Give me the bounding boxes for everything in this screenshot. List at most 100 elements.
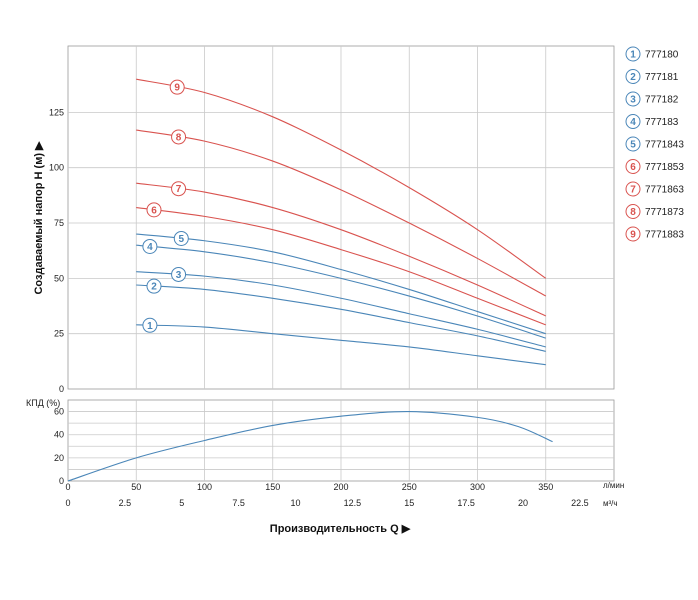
curve-marker-circle bbox=[169, 79, 185, 95]
head-curve-9 bbox=[136, 78, 547, 279]
flow-m3h-tick-label: 5 bbox=[179, 498, 184, 508]
head-curve-markers: 1 2 3 4 5 6 7 8 9 bbox=[142, 79, 189, 333]
head-curve-8 bbox=[136, 129, 547, 297]
legend-item: 9 7771883 bbox=[625, 226, 684, 242]
legend-label: 7771883 bbox=[645, 230, 684, 241]
flow-lmin-tick-label: 100 bbox=[197, 482, 212, 492]
legend-label: 777180 bbox=[645, 50, 679, 61]
legend-label: 7771863 bbox=[645, 185, 684, 196]
flow-lmin-tick-label: 300 bbox=[470, 482, 485, 492]
curve-marker-1: 1 bbox=[142, 317, 158, 333]
legend-item: 2 777181 bbox=[625, 69, 679, 84]
curve-marker-2: 2 bbox=[146, 278, 162, 294]
legend-marker-circle bbox=[625, 159, 641, 174]
flow-m3h-tick-label: 0 bbox=[65, 498, 70, 508]
legend-marker-circle bbox=[625, 114, 641, 129]
efficiency-y-tick-label: 0 bbox=[59, 476, 64, 486]
efficiency-chart-grid bbox=[67, 399, 615, 482]
flow-m3h-tick-label: 20 bbox=[518, 498, 528, 508]
head-curve-2 bbox=[136, 284, 546, 352]
curve-marker-number: 3 bbox=[176, 270, 182, 281]
flow-m3h-tick-label: 22.5 bbox=[571, 498, 589, 508]
curve-marker-circle bbox=[146, 278, 162, 294]
curve-marker-number: 5 bbox=[179, 234, 185, 245]
legend-label: 7771843 bbox=[645, 140, 684, 151]
legend-marker-circle bbox=[625, 136, 641, 152]
curve-marker-number: 1 bbox=[147, 321, 153, 332]
curve-marker-number: 8 bbox=[176, 132, 182, 143]
legend-marker-number: 1 bbox=[630, 50, 636, 61]
flow-lmin-tick-label: 150 bbox=[265, 482, 280, 492]
curve-marker-circle bbox=[171, 181, 187, 197]
curve-marker-circle bbox=[171, 266, 187, 282]
flow-lmin-tick-label: 200 bbox=[333, 482, 348, 492]
legend-label: 777183 bbox=[645, 117, 679, 128]
flow-lmin-ticks: 0 50 100 150 200 250 300 350 bbox=[65, 482, 553, 492]
legend-item: 3 777182 bbox=[625, 91, 679, 107]
legend-marker-circle bbox=[625, 46, 641, 62]
flow-x-axis-label: Производительность Q ▶ bbox=[270, 523, 411, 535]
legend-marker-number: 7 bbox=[630, 185, 636, 196]
flow-m3h-ticks: 0 2.5 5 7.5 10 12.5 15 17.5 20 22.5 bbox=[65, 498, 588, 508]
curve-marker-4: 4 bbox=[142, 238, 158, 254]
flow-lmin-tick-label: 350 bbox=[538, 482, 553, 492]
head-curves bbox=[136, 78, 547, 366]
efficiency-y-ticks: 0 20 40 60 bbox=[54, 407, 64, 486]
legend-marker-number: 9 bbox=[630, 230, 636, 241]
legend-marker-circle bbox=[625, 91, 641, 107]
efficiency-curve bbox=[67, 411, 553, 482]
flow-m3h-tick-label: 15 bbox=[404, 498, 414, 508]
legend-marker-number: 5 bbox=[630, 140, 636, 151]
head-y-tick-label: 0 bbox=[59, 384, 64, 394]
efficiency-curve-line bbox=[67, 411, 553, 482]
legend-item: 7 7771863 bbox=[625, 181, 684, 197]
flow-m3h-unit: м³/ч bbox=[603, 499, 618, 508]
head-y-tick-label: 75 bbox=[54, 218, 64, 228]
flow-m3h-tick-label: 17.5 bbox=[457, 498, 475, 508]
curve-marker-number: 2 bbox=[151, 282, 157, 293]
curve-marker-7: 7 bbox=[171, 181, 187, 197]
curve-marker-circle bbox=[173, 230, 189, 246]
legend-marker-circle bbox=[625, 226, 641, 242]
head-curve-5 bbox=[136, 233, 546, 335]
curve-marker-number: 6 bbox=[151, 205, 157, 216]
efficiency-y-tick-label: 40 bbox=[54, 430, 64, 440]
flow-lmin-tick-label: 250 bbox=[402, 482, 417, 492]
curve-marker-9: 9 bbox=[169, 79, 185, 95]
curve-marker-circle bbox=[146, 202, 162, 218]
legend-item: 6 7771853 bbox=[625, 159, 684, 174]
legend-item: 5 7771843 bbox=[625, 136, 684, 152]
legend-marker-circle bbox=[625, 69, 641, 84]
efficiency-y-axis-label: КПД (%) bbox=[26, 398, 60, 408]
legend-marker-circle bbox=[625, 181, 641, 197]
legend-label: 777181 bbox=[645, 72, 679, 83]
flow-lmin-unit: л/мин bbox=[603, 481, 624, 490]
legend-marker-number: 8 bbox=[630, 207, 636, 218]
curve-marker-circle bbox=[142, 317, 158, 333]
legend-item: 1 777180 bbox=[625, 46, 679, 62]
curve-marker-6: 6 bbox=[146, 202, 162, 218]
curve-marker-8: 8 bbox=[171, 129, 187, 145]
curve-marker-number: 9 bbox=[174, 83, 180, 94]
legend-label: 7771873 bbox=[645, 207, 684, 218]
efficiency-y-tick-label: 60 bbox=[54, 407, 64, 417]
head-y-tick-label: 125 bbox=[49, 107, 64, 117]
legend-marker-number: 6 bbox=[630, 162, 636, 173]
curve-marker-3: 3 bbox=[171, 266, 187, 282]
flow-m3h-tick-label: 7.5 bbox=[232, 498, 245, 508]
flow-lmin-tick-label: 50 bbox=[131, 482, 141, 492]
efficiency-y-tick-label: 20 bbox=[54, 453, 64, 463]
head-curve-1 bbox=[136, 324, 546, 366]
head-curve-4 bbox=[136, 244, 546, 339]
head-chart-grid bbox=[67, 45, 615, 390]
head-y-tick-label: 25 bbox=[54, 329, 64, 339]
legend-label: 777182 bbox=[645, 95, 679, 106]
curve-marker-number: 7 bbox=[176, 184, 182, 195]
legend-item: 4 777183 bbox=[625, 114, 679, 129]
head-y-tick-label: 50 bbox=[54, 273, 64, 283]
flow-m3h-tick-label: 10 bbox=[290, 498, 300, 508]
curve-marker-circle bbox=[142, 238, 158, 254]
flow-m3h-tick-label: 2.5 bbox=[119, 498, 132, 508]
legend-item: 8 7771873 bbox=[625, 204, 684, 219]
